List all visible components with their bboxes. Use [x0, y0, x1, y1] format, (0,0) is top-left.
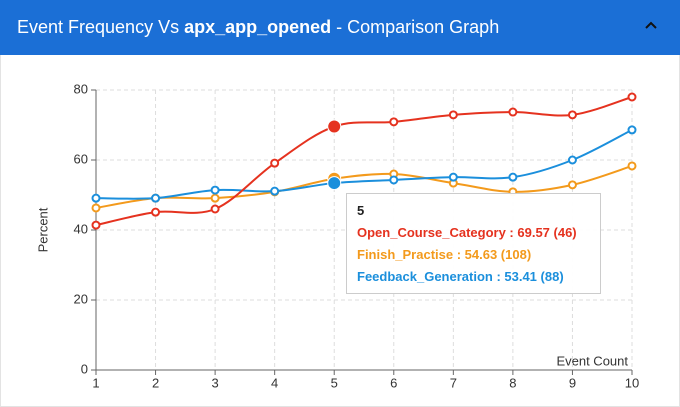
- x-tick-label: 7: [450, 375, 457, 390]
- data-point: [567, 110, 577, 120]
- x-tick-label: 1: [92, 375, 99, 390]
- y-tick-label: 20: [74, 291, 88, 306]
- y-axis-label: Percent: [35, 207, 50, 252]
- y-tick-label: 60: [74, 151, 88, 166]
- y-tick-label: 80: [74, 81, 88, 96]
- data-point: [210, 193, 220, 203]
- data-point: [389, 175, 399, 185]
- x-tick-label: 2: [152, 375, 159, 390]
- title-text: - Comparison Graph: [336, 17, 500, 37]
- x-tick-label: 9: [569, 375, 576, 390]
- data-point: [327, 176, 342, 191]
- x-tick-label: 3: [211, 375, 218, 390]
- data-point: [327, 119, 342, 134]
- collapse-icon[interactable]: [644, 20, 658, 30]
- data-point: [210, 185, 220, 195]
- data-point: [270, 186, 280, 196]
- y-tick-label: 40: [74, 221, 88, 236]
- tooltip-line: Feedback_Generation : 53.41 (88): [357, 269, 564, 284]
- x-axis-label: Event Count: [556, 353, 628, 368]
- title-text: Event Frequency Vs: [17, 17, 180, 37]
- data-point: [448, 172, 458, 182]
- data-point: [91, 193, 101, 203]
- data-point: [151, 193, 161, 203]
- data-point: [91, 203, 101, 213]
- data-point: [270, 158, 280, 168]
- x-tick-label: 8: [509, 375, 516, 390]
- tooltip-title: 5: [357, 203, 365, 218]
- data-point: [567, 155, 577, 165]
- tooltip: 5 Open_Course_Category : 69.57 (46) Finis…: [346, 193, 601, 294]
- x-tick-label: 5: [331, 375, 338, 390]
- data-point: [627, 125, 637, 135]
- data-point: [508, 107, 518, 117]
- series-line: [95, 129, 633, 200]
- data-point: [508, 172, 518, 182]
- data-point: [389, 117, 399, 127]
- tooltip-line: Finish_Practise : 54.63 (108): [357, 247, 532, 262]
- x-tick-label: 6: [390, 375, 397, 390]
- series-line: [95, 164, 633, 209]
- data-point: [151, 207, 161, 217]
- data-point: [210, 204, 220, 214]
- data-point: [627, 161, 637, 171]
- tooltip-line: Open_Course_Category : 69.57 (46): [357, 225, 577, 240]
- data-point: [448, 110, 458, 120]
- data-point: [91, 220, 101, 230]
- data-point: [627, 92, 637, 102]
- title-event: apx_app_opened: [184, 17, 332, 37]
- y-tick-label: 0: [81, 361, 88, 376]
- panel-header[interactable]: Event Frequency Vs apx_app_opened - Comp…: [0, 0, 680, 55]
- x-tick-label: 4: [271, 375, 278, 390]
- x-tick-label: 10: [625, 375, 639, 390]
- series-line: [95, 96, 633, 227]
- data-point: [567, 180, 577, 190]
